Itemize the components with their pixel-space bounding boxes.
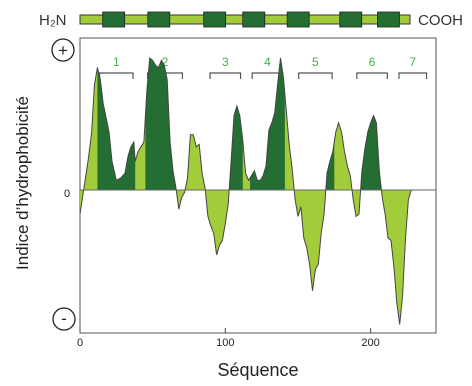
- segment-area-6: [354, 115, 390, 190]
- segment-label-6: 6: [369, 55, 376, 69]
- segment-label-4: 4: [264, 55, 271, 69]
- segment-area-7: [80, 58, 411, 324]
- n-terminus-label: H₂N: [39, 12, 67, 29]
- minus-indicator: -: [52, 307, 76, 331]
- protein-segment-6: [339, 11, 363, 28]
- segment-area-1: [97, 67, 136, 190]
- x-axis-title: Séquence: [217, 360, 298, 380]
- segment-label-7: 7: [409, 55, 416, 69]
- segment-bracket-3: [209, 72, 242, 79]
- protein-segment-3: [203, 11, 227, 28]
- x-axis-ticks: 0 100 200: [77, 328, 380, 349]
- segment-area-5: [296, 141, 335, 190]
- x-tick-label: 0: [77, 337, 83, 349]
- hydrophobicity-profile: [79, 57, 412, 325]
- x-tick-label: 100: [216, 337, 234, 349]
- c-terminus-label: COOH: [418, 12, 463, 29]
- segment-label-5: 5: [312, 55, 319, 69]
- segment-bracket-6: [356, 72, 388, 79]
- segment-area-3: [207, 106, 243, 190]
- segment-bracket-1: [99, 72, 134, 79]
- y-zero-label: 0: [64, 188, 70, 200]
- segment-bracket-5: [298, 72, 333, 79]
- protein-segment-4: [242, 11, 266, 28]
- plot-frame: [79, 37, 437, 334]
- plus-sign: +: [58, 41, 68, 60]
- y-axis-title: Indice d’hydrophobicité: [13, 96, 32, 270]
- minus-sign: -: [61, 309, 67, 328]
- plus-indicator: +: [51, 38, 75, 62]
- protein-segment-5: [286, 11, 310, 28]
- segment-label-1: 1: [113, 55, 120, 69]
- protein-schematic: H₂N COOH: [39, 11, 463, 29]
- protein-segment-2: [147, 11, 171, 28]
- segment-label-3: 3: [222, 55, 229, 69]
- protein-segment-1: [102, 11, 126, 28]
- protein-segment-7: [377, 11, 400, 28]
- x-tick-label: 200: [361, 337, 379, 349]
- profile-outline: [79, 57, 412, 325]
- segment-label-2: 2: [162, 55, 169, 69]
- profile-light-area: [80, 58, 412, 325]
- segment-area-4: [250, 58, 285, 190]
- segment-area-2: [145, 58, 185, 190]
- segment-bracket-7: [398, 72, 428, 79]
